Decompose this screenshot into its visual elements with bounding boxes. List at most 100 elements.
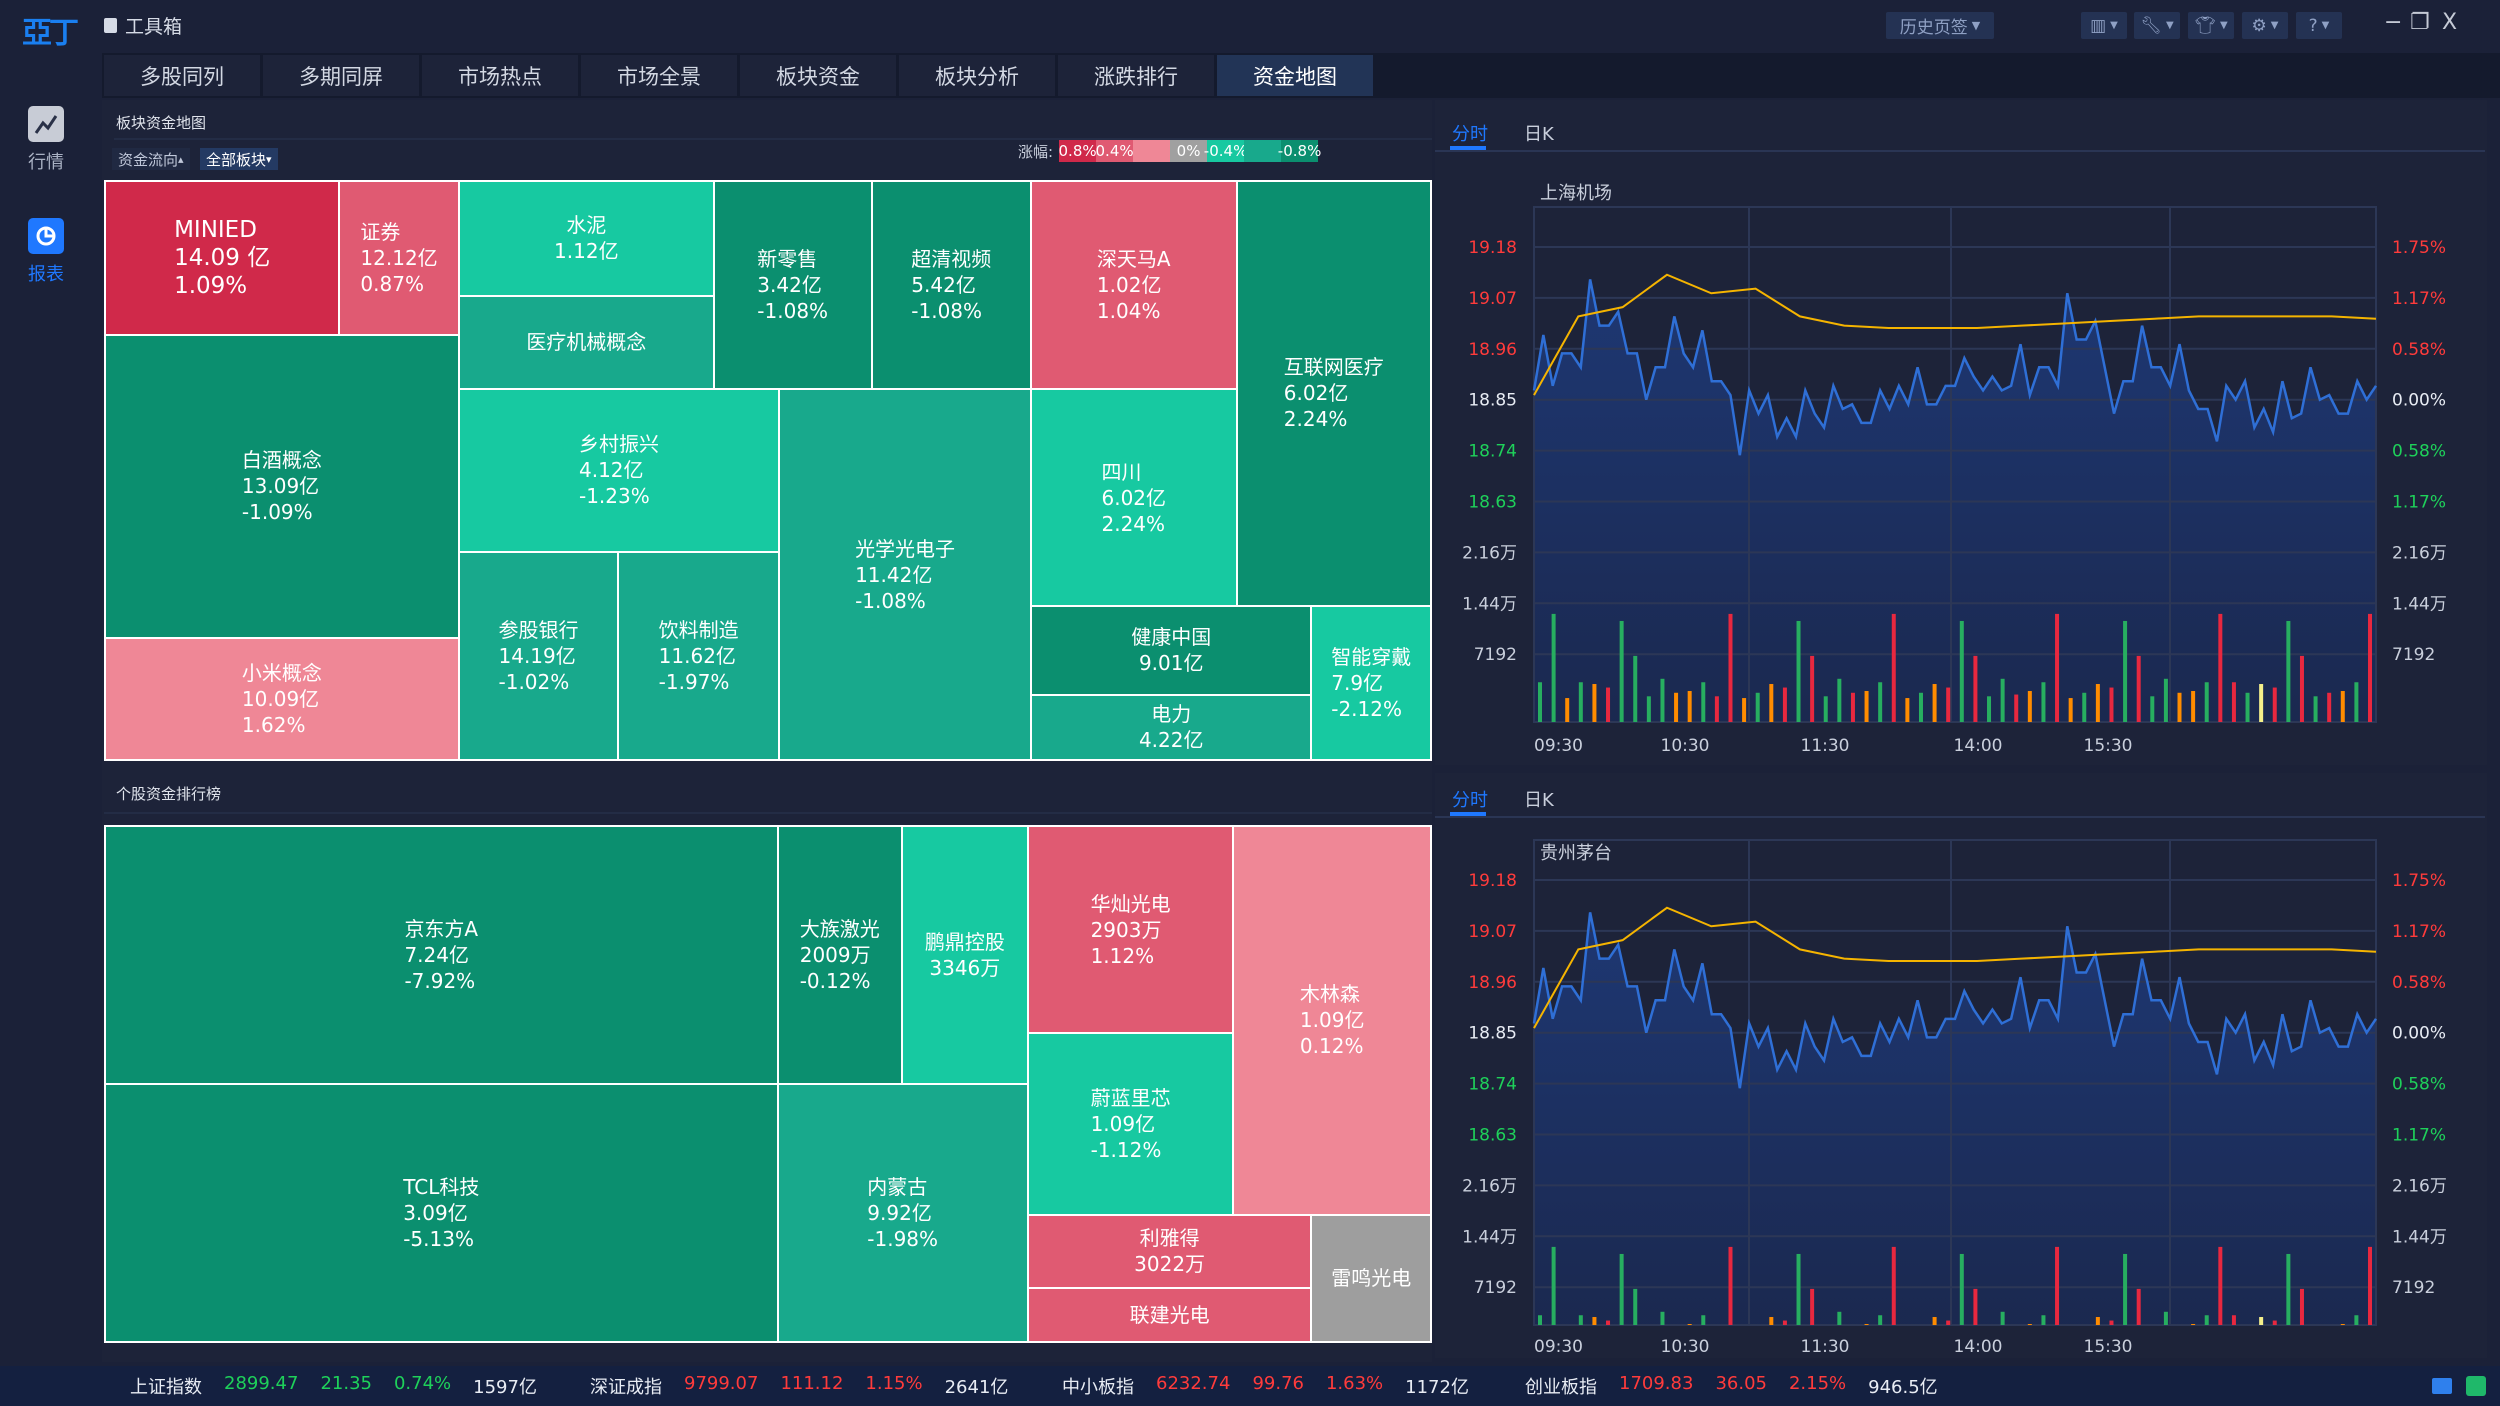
volume-bar xyxy=(1687,1324,1692,1325)
treemap-cell[interactable]: 健康中国 9.01亿 xyxy=(1030,605,1312,695)
treemap-cell[interactable]: 光学光电子 11.42亿 -1.08% xyxy=(779,389,1031,760)
treemap-cell[interactable]: 乡村振兴 4.12亿 -1.23% xyxy=(458,389,780,552)
plot-border xyxy=(1533,206,2377,723)
treemap-cell[interactable]: 大族激光 2009万 -0.12% xyxy=(777,826,902,1084)
cell-pct: -0.12% xyxy=(799,969,871,993)
volume-bar xyxy=(1946,687,1951,722)
index-quote[interactable]: 中小板指 6232.74 99.76 1.63% 1172亿 xyxy=(1062,1373,1469,1399)
sidebar-item-market[interactable]: 行情 xyxy=(0,106,92,174)
tab-0[interactable]: 多股同列 xyxy=(104,55,260,96)
treemap-cell[interactable]: 雷鸣光电 xyxy=(1311,1214,1431,1342)
treemap-cell[interactable]: 超清视频 5.42亿 -1.08% xyxy=(871,181,1031,390)
cell-pct: 1.04% xyxy=(1096,299,1161,324)
restore-button[interactable]: ❐ xyxy=(2410,10,2430,35)
price-tick-label: 19.18 xyxy=(1468,238,1517,258)
skin-button[interactable]: 👕︎ ▼ xyxy=(2188,12,2234,39)
treemap-cell[interactable]: 医疗机械概念 xyxy=(458,295,714,390)
treemap-cell[interactable]: 智能穿戴 7.9亿 -2.12% xyxy=(1311,605,1431,760)
fund-flow-sort-button[interactable]: 资金流向 ▴ xyxy=(112,148,190,170)
treemap-cell[interactable]: 证券 12.12亿 0.87% xyxy=(339,181,459,336)
chart-tab-0[interactable]: 分时 xyxy=(1452,790,1488,811)
volume-bar xyxy=(2218,1246,2223,1325)
index-quote[interactable]: 上证指数 2899.47 21.35 0.74% 1597亿 xyxy=(130,1373,537,1399)
index-value: 2899.47 xyxy=(224,1373,299,1394)
toolbox-button[interactable]: 工具箱 xyxy=(104,12,182,39)
volume-bar xyxy=(2163,678,2168,722)
all-sectors-dropdown[interactable]: 全部板块 ▾ xyxy=(200,148,278,170)
tab-4[interactable]: 板块资金 xyxy=(740,55,896,96)
mail-icon[interactable] xyxy=(2432,1378,2452,1394)
volume-bar xyxy=(1742,698,1747,722)
chart-tab-1[interactable]: 日K xyxy=(1524,124,1554,145)
help-button[interactable]: ? ▼ xyxy=(2296,12,2342,39)
treemap-cell[interactable]: 四川 6.02亿 2.24% xyxy=(1030,389,1237,606)
tab-1[interactable]: 多期同屏 xyxy=(263,55,419,96)
treemap-cell[interactable]: 饮料制造 11.62亿 -1.97% xyxy=(618,551,780,760)
volume-bar xyxy=(2340,691,2345,722)
treemap-cell[interactable]: TCL科技 3.09亿 -5.13% xyxy=(105,1084,778,1342)
cell-amount: 11.42亿 xyxy=(855,562,933,587)
cell-pct: -1.02% xyxy=(498,669,570,694)
cell-amount: 7.9亿 xyxy=(1331,670,1384,695)
volume-bar xyxy=(1810,655,1815,722)
tools-button[interactable]: 🔧︎ ▼ xyxy=(2134,12,2180,39)
volume-bar xyxy=(2231,1315,2236,1325)
volume-bar xyxy=(2368,1246,2372,1325)
volume-bar xyxy=(2299,1288,2304,1325)
treemap-cell[interactable]: 鹏鼎控股 3346万 xyxy=(901,826,1028,1084)
treemap-cell[interactable]: 小米概念 10.09亿 1.62% xyxy=(105,637,459,760)
treemap-cell[interactable]: 电力 4.22亿 xyxy=(1030,694,1312,760)
treemap-cell[interactable]: 白酒概念 13.09亿 -1.09% xyxy=(105,335,459,638)
legend-swatch: -0.4% xyxy=(1203,140,1248,162)
minimize-button[interactable]: − xyxy=(2384,10,2403,35)
volume-bar xyxy=(2191,691,2196,722)
index-quote[interactable]: 深证成指 9799.07 111.12 1.15% 2641亿 xyxy=(590,1373,1008,1399)
treemap-cell[interactable]: 木林森 1.09亿 0.12% xyxy=(1233,826,1431,1215)
treemap-cell[interactable]: 京东方A 7.24亿 -7.92% xyxy=(105,826,778,1084)
treemap-cell[interactable]: 利雅得 3022万 xyxy=(1027,1214,1312,1288)
time-tick-label: 11:30 xyxy=(1801,1337,1850,1357)
volume-bar xyxy=(1796,620,1801,722)
tab-5[interactable]: 板块分析 xyxy=(899,55,1055,96)
volume-bar xyxy=(2000,678,2005,722)
legend-swatch: 0.4% xyxy=(1095,140,1134,162)
price-tick-label: 18.96 xyxy=(1468,340,1517,360)
tab-3[interactable]: 市场全景 xyxy=(581,55,737,96)
app-logo: 亞丁 xyxy=(22,16,79,51)
volume-tick-label: 1.44万 xyxy=(1462,594,1517,614)
treemap-cell[interactable]: 互联网医疗 6.02亿 2.24% xyxy=(1236,181,1431,606)
cell-name: 乡村振兴 xyxy=(578,432,659,457)
settings-button[interactable]: ⚙ ▼ xyxy=(2242,12,2288,39)
intraday-chart: 19.18 19.07 18.96 18.85 18.74 18.63 1.75% 1.17%… xyxy=(1462,839,2447,1357)
history-tabs-button[interactable]: 历史页签 ▼ xyxy=(1886,12,1994,39)
volume-bar xyxy=(2286,620,2291,722)
treemap-cell[interactable]: 蔚蓝里芯 1.09亿 -1.12% xyxy=(1027,1033,1234,1215)
treemap-cell[interactable]: 水泥 1.12亿 xyxy=(458,181,714,296)
chart-tab-1[interactable]: 日K xyxy=(1524,790,1554,811)
cell-content: 智能穿戴 7.9亿 -2.12% xyxy=(1331,644,1411,722)
tab-6[interactable]: 涨跌排行 xyxy=(1058,55,1214,96)
treemap-cell[interactable]: MINIED 14.09 亿 1.09% xyxy=(105,181,340,336)
volume-tick-label: 1.44万 xyxy=(2392,594,2447,614)
tab-2[interactable]: 市场热点 xyxy=(422,55,578,96)
wechat-icon[interactable] xyxy=(2466,1376,2486,1396)
close-button[interactable]: X xyxy=(2442,10,2458,35)
tab-7[interactable]: 资金地图 xyxy=(1217,55,1373,96)
treemap-cell[interactable]: 联建光电 xyxy=(1027,1287,1312,1342)
treemap-cell[interactable]: 参股银行 14.19亿 -1.02% xyxy=(458,551,619,760)
cell-name: 医疗机械概念 xyxy=(526,330,647,355)
title-bar: 工具箱 历史页签 ▼ ▥ ▼ 🔧︎ ▼ 👕︎ ▼ ⚙ ▼ ? ▼ − ❐ X xyxy=(92,0,2500,51)
index-pct: 2.15% xyxy=(1788,1373,1847,1394)
volume-bar xyxy=(1918,692,1923,722)
treemap-cell[interactable]: 华灿光电 2903万 1.12% xyxy=(1027,826,1234,1034)
layout-button[interactable]: ▥ ▼ xyxy=(2081,12,2127,39)
treemap-cell[interactable]: 深天马A 1.02亿 1.04% xyxy=(1030,181,1237,390)
index-quote[interactable]: 创业板指 1709.83 36.05 2.15% 946.5亿 xyxy=(1525,1373,1938,1399)
cell-amount: 2903万 xyxy=(1090,917,1162,942)
treemap-cell[interactable]: 新零售 3.42亿 -1.08% xyxy=(713,181,872,390)
treemap-cell[interactable]: 内蒙古 9.92亿 -1.98% xyxy=(777,1084,1028,1342)
index-change: 111.12 xyxy=(780,1373,844,1394)
chart-tab-0[interactable]: 分时 xyxy=(1452,124,1488,145)
cell-name: MINIED xyxy=(174,217,257,244)
sidebar-item-report[interactable]: 报表 xyxy=(0,218,92,286)
